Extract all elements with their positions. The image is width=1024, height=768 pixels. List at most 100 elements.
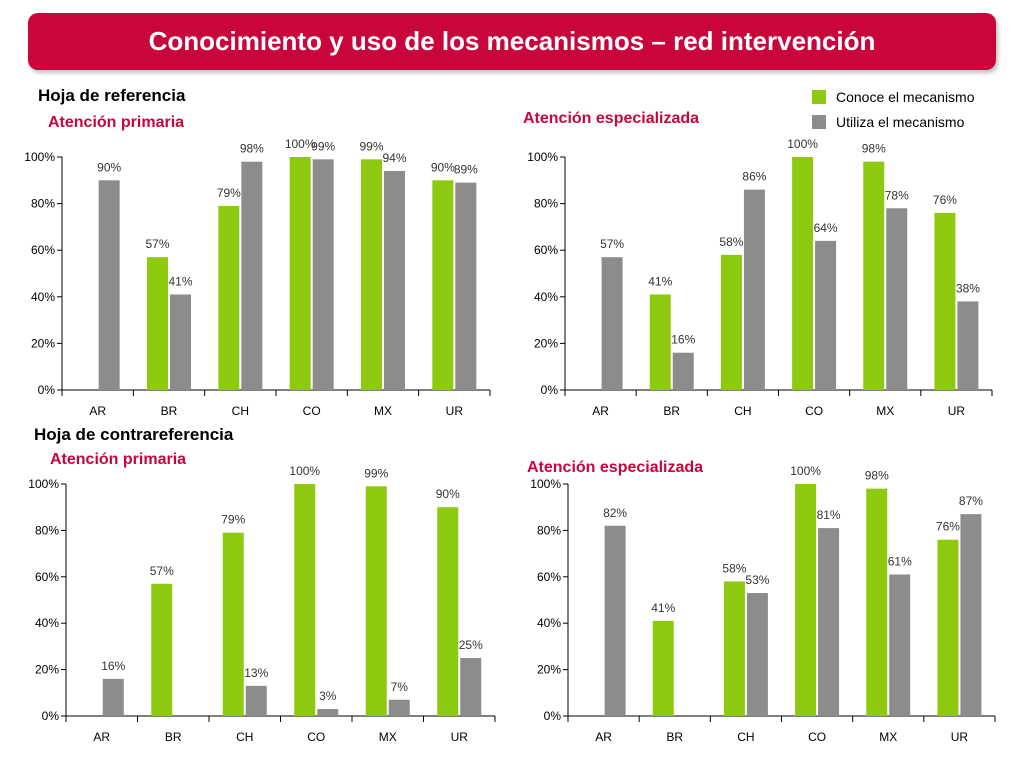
bar-uses: [746, 593, 768, 716]
bar-uses: [601, 257, 623, 390]
data-label: 90%: [436, 487, 460, 501]
x-tick-label: CH: [232, 404, 249, 418]
x-tick-label: CH: [737, 730, 754, 744]
legend-label-uses: Utiliza el mecanismo: [836, 113, 965, 130]
x-tick-label: BR: [161, 404, 178, 418]
y-tick-label: 40%: [31, 290, 55, 304]
data-label: 76%: [936, 520, 960, 534]
chart-title: Atención especializada: [527, 459, 703, 476]
bar-knows: [792, 157, 814, 390]
chart-title: Atención primaria: [50, 451, 186, 468]
bar-uses: [886, 208, 908, 390]
bar-uses: [960, 514, 982, 716]
data-label: 90%: [431, 160, 455, 174]
bar-knows: [649, 294, 671, 390]
bar-uses: [170, 294, 191, 390]
y-tick-label: 20%: [31, 336, 55, 350]
bar-uses: [241, 161, 263, 390]
y-tick-label: 0%: [541, 383, 559, 397]
bar-uses: [818, 528, 840, 716]
y-tick-label: 100%: [530, 477, 561, 491]
data-label: 7%: [391, 680, 409, 694]
data-label: 16%: [671, 333, 695, 347]
x-tick-label: MX: [374, 404, 392, 418]
data-label: 82%: [603, 506, 627, 520]
x-tick-label: CO: [808, 730, 826, 744]
y-tick-label: 60%: [35, 570, 59, 584]
data-label: 76%: [933, 193, 957, 207]
data-label: 98%: [862, 142, 886, 156]
bar-knows: [652, 620, 674, 716]
data-label: 61%: [888, 554, 912, 568]
y-tick-label: 100%: [24, 150, 55, 164]
x-tick-label: UR: [951, 730, 969, 744]
data-label: 94%: [382, 151, 406, 165]
legend: Conoce el mecanismo Utiliza el mecanismo: [812, 84, 975, 134]
section-counter-label: Hoja de contrareferencia: [34, 425, 234, 444]
y-tick-label: 100%: [527, 150, 558, 164]
data-label: 25%: [459, 638, 483, 652]
legend-swatch-knows: [812, 89, 826, 104]
x-tick-label: BR: [666, 730, 683, 744]
title-banner: Conocimiento y uso de los mecanismos – r…: [28, 13, 996, 70]
x-tick-label: MX: [876, 404, 894, 418]
data-label: 64%: [814, 221, 838, 235]
bar-uses: [102, 678, 124, 716]
bar-uses: [604, 525, 626, 716]
bar-knows: [294, 484, 316, 716]
bar-knows: [437, 507, 459, 716]
bar-uses: [889, 574, 911, 716]
data-label: 79%: [217, 186, 241, 200]
y-tick-label: 100%: [28, 477, 59, 491]
legend-swatch-uses: [812, 114, 826, 129]
x-tick-label: MX: [379, 730, 397, 744]
bar-uses: [245, 685, 267, 716]
x-tick-label: AR: [595, 730, 612, 744]
bar-knows: [795, 484, 817, 716]
data-label: 98%: [865, 469, 889, 483]
data-label: 53%: [745, 573, 769, 587]
data-label: 100%: [289, 464, 320, 478]
data-label: 100%: [285, 137, 316, 151]
chart-title: Atención especializada: [523, 110, 699, 127]
data-label: 81%: [817, 508, 841, 522]
data-label: 41%: [168, 274, 192, 288]
data-label: 86%: [742, 170, 766, 184]
bar-knows: [151, 583, 173, 716]
x-tick-label: CO: [805, 404, 823, 418]
x-tick-label: CO: [303, 404, 321, 418]
x-tick-label: UR: [948, 404, 966, 418]
data-label: 98%: [240, 142, 264, 156]
bar-uses: [312, 159, 334, 390]
legend-item-knows: Conoce el mecanismo: [812, 84, 975, 109]
bar-knows: [720, 254, 742, 390]
y-tick-label: 0%: [544, 709, 562, 723]
data-label: 38%: [956, 281, 980, 295]
data-label: 89%: [454, 163, 478, 177]
y-tick-label: 60%: [31, 243, 55, 257]
bar-uses: [455, 182, 477, 390]
chart-title: Atención primaria: [48, 114, 184, 131]
bar-knows: [289, 157, 311, 390]
bar-knows: [365, 486, 387, 716]
data-label: 78%: [885, 188, 909, 202]
x-tick-label: CO: [307, 730, 325, 744]
data-label: 87%: [959, 494, 983, 508]
y-tick-label: 80%: [537, 523, 561, 537]
data-label: 99%: [364, 466, 388, 480]
page-title: Conocimiento y uso de los mecanismos – r…: [148, 26, 876, 56]
data-label: 57%: [600, 237, 624, 251]
data-label: 90%: [97, 160, 121, 174]
bar-knows: [361, 159, 382, 390]
data-label: 58%: [719, 235, 743, 249]
y-tick-label: 60%: [537, 570, 561, 584]
x-tick-label: UR: [446, 404, 464, 418]
data-label: 79%: [221, 513, 245, 527]
data-label: 41%: [651, 601, 675, 615]
bar-knows: [432, 180, 454, 390]
bar-knows: [937, 539, 959, 716]
x-tick-label: AR: [93, 730, 110, 744]
